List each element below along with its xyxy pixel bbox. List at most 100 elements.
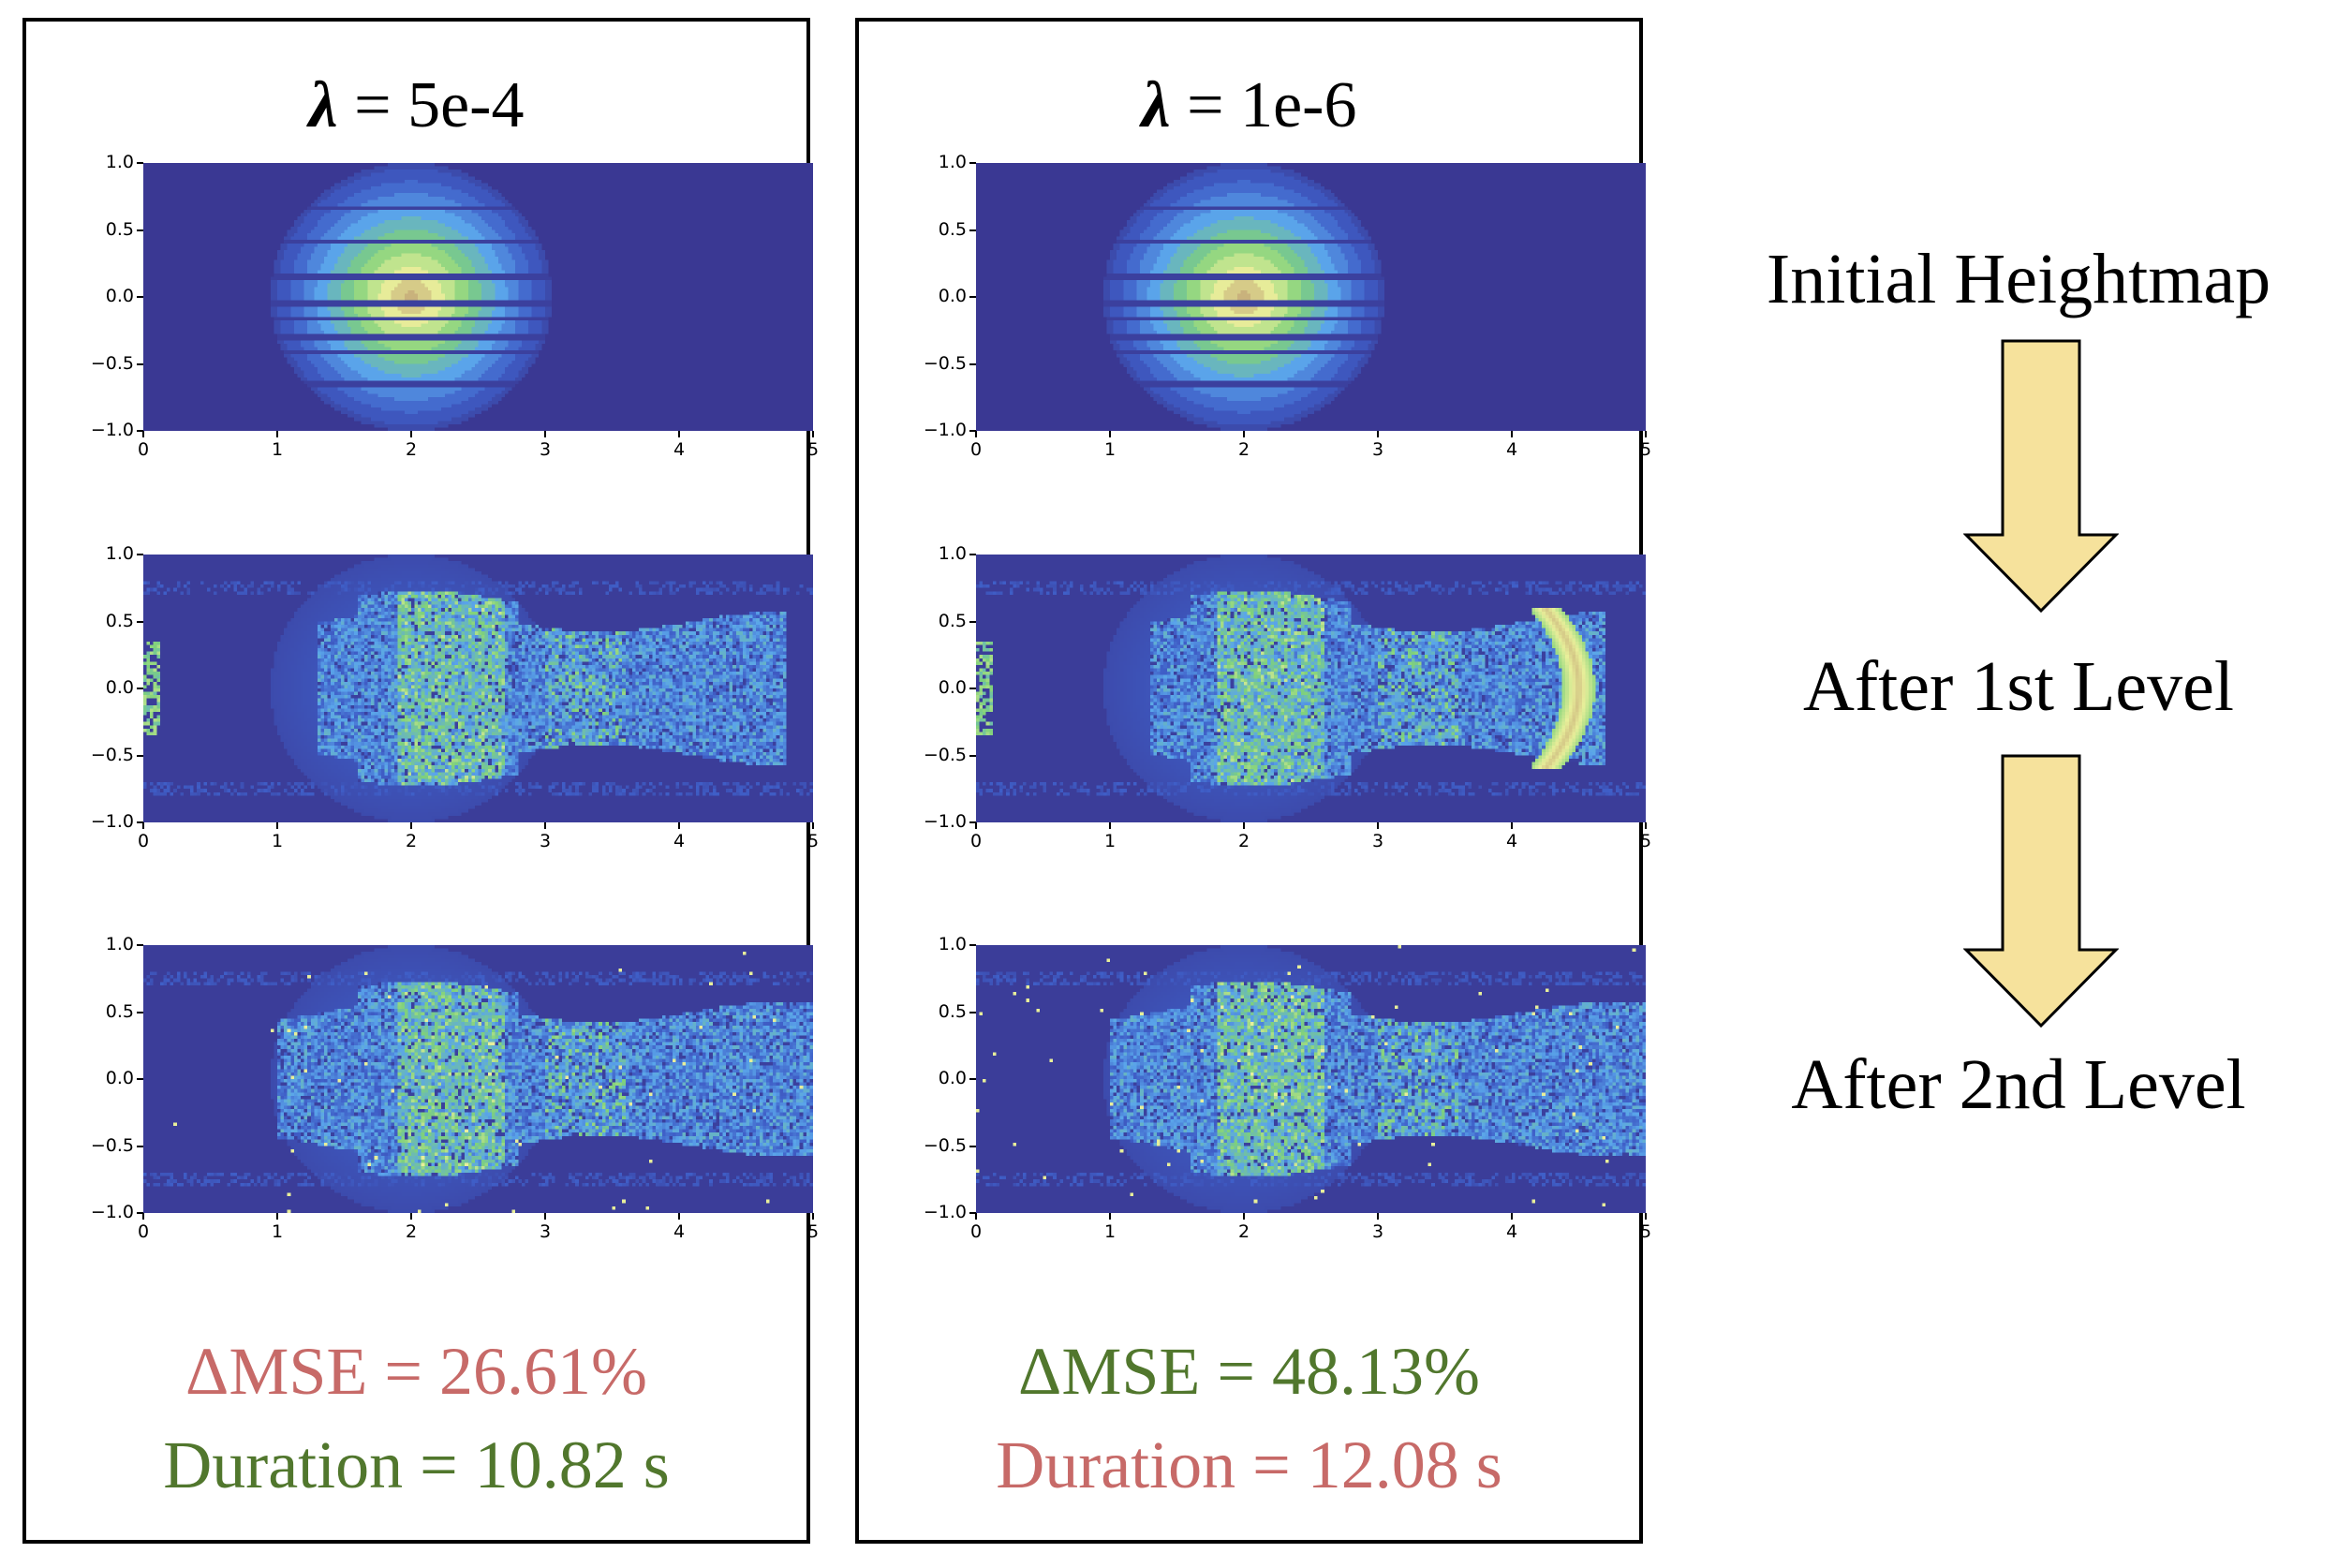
heatmap-canvas	[976, 945, 1646, 1213]
y-tick-mark	[137, 688, 143, 689]
lambda-value: = 5e-4	[354, 69, 525, 141]
x-tick-mark	[142, 1213, 144, 1220]
y-tick-label: −0.5	[90, 744, 134, 765]
y-tick-mark	[137, 1011, 143, 1013]
y-tick-label: 0.0	[938, 286, 967, 306]
x-tick-mark	[410, 822, 412, 829]
stage-label-second-level: After 2nd Level	[1791, 1045, 2246, 1124]
stage-label-first-level: After 1st Level	[1802, 647, 2235, 726]
y-tick-label: 0.5	[105, 610, 134, 631]
y-tick-mark	[969, 754, 976, 757]
y-tick-mark	[969, 554, 976, 555]
mse-label: ΔMSE = 26.61%	[185, 1334, 647, 1409]
x-tick-label: 4	[1506, 1221, 1518, 1242]
x-tick-mark	[1645, 822, 1647, 829]
y-tick-mark	[137, 1212, 143, 1214]
y-tick-label: −0.5	[923, 1134, 967, 1156]
x-tick-mark	[1109, 822, 1111, 829]
y-tick-mark	[137, 944, 143, 946]
y-tick-mark	[137, 821, 143, 823]
x-tick-label: 3	[1372, 831, 1384, 851]
x-tick-label: 1	[272, 439, 284, 460]
y-tick-label: 0.0	[105, 286, 134, 306]
y-tick-label: −1.0	[923, 811, 967, 832]
y-tick-label: 1.0	[938, 934, 967, 954]
x-tick-label: 5	[807, 831, 820, 851]
y-tick-label: −1.0	[90, 811, 134, 832]
x-tick-mark	[1243, 431, 1245, 437]
y-tick-label: −1.0	[90, 1202, 134, 1222]
heatmap-canvas	[143, 163, 813, 431]
x-tick-mark	[1511, 431, 1513, 437]
y-tick-label: −0.5	[923, 352, 967, 374]
x-tick-label: 3	[540, 439, 552, 460]
y-tick-label: 0.0	[938, 677, 967, 698]
x-tick-label: 4	[673, 439, 686, 460]
x-tick-label: 5	[1640, 1221, 1652, 1242]
stage-label-initial: Initial Heightmap	[1766, 240, 2271, 318]
y-tick-label: 0.5	[938, 610, 967, 631]
x-tick-mark	[1109, 431, 1111, 437]
y-tick-mark	[137, 229, 143, 231]
x-tick-label: 2	[406, 1221, 418, 1242]
y-tick-label: 1.0	[938, 152, 967, 172]
x-tick-mark	[975, 1213, 977, 1220]
x-tick-label: 4	[1506, 831, 1518, 851]
panel-title: λ = 5e-4	[26, 68, 806, 143]
y-tick-mark	[969, 362, 976, 365]
y-tick-mark	[969, 620, 976, 623]
x-tick-label: 4	[673, 831, 686, 851]
mse-label: ΔMSE = 48.13%	[1018, 1334, 1480, 1409]
x-tick-mark	[1243, 822, 1245, 829]
y-tick-label: 0.0	[938, 1068, 967, 1088]
x-tick-label: 5	[1640, 439, 1652, 460]
x-tick-label: 0	[970, 1221, 983, 1242]
y-tick-label: 0.5	[105, 1000, 134, 1022]
panel-title: λ = 1e-6	[859, 68, 1639, 143]
y-tick-mark	[969, 821, 976, 823]
lambda-symbol: λ	[308, 69, 338, 141]
x-tick-mark	[1645, 431, 1647, 437]
x-tick-label: 5	[807, 1221, 820, 1242]
x-tick-mark	[544, 431, 546, 437]
x-tick-mark	[975, 822, 977, 829]
duration-label: Duration = 10.82 s	[163, 1427, 670, 1502]
x-tick-mark	[142, 822, 144, 829]
x-tick-label: 2	[406, 439, 418, 460]
y-tick-mark	[137, 554, 143, 555]
x-tick-mark	[1377, 822, 1379, 829]
x-tick-mark	[678, 822, 680, 829]
y-tick-label: −0.5	[90, 1134, 134, 1156]
heatmap-canvas	[976, 163, 1646, 431]
x-tick-mark	[1243, 1213, 1245, 1220]
lambda-value: = 1e-6	[1187, 69, 1357, 141]
y-tick-label: −0.5	[923, 744, 967, 765]
heatmap-canvas	[143, 555, 813, 822]
y-tick-label: 0.0	[105, 1068, 134, 1088]
y-tick-mark	[969, 1212, 976, 1214]
y-tick-mark	[137, 362, 143, 365]
x-tick-label: 5	[807, 439, 820, 460]
x-tick-label: 1	[272, 831, 284, 851]
x-tick-label: 3	[540, 831, 552, 851]
y-tick-mark	[137, 620, 143, 623]
x-tick-label: 2	[1238, 1221, 1250, 1242]
y-tick-label: 1.0	[105, 152, 134, 172]
x-tick-mark	[678, 1213, 680, 1220]
heatmap-canvas	[143, 945, 813, 1213]
x-tick-mark	[410, 431, 412, 437]
y-tick-mark	[969, 688, 976, 689]
x-tick-label: 4	[1506, 439, 1518, 460]
x-tick-mark	[1109, 1213, 1111, 1220]
x-tick-mark	[142, 431, 144, 437]
y-tick-mark	[137, 430, 143, 432]
x-tick-label: 2	[406, 831, 418, 851]
y-tick-mark	[969, 944, 976, 946]
y-tick-mark	[137, 1078, 143, 1080]
y-tick-label: 1.0	[105, 543, 134, 564]
y-tick-mark	[969, 1011, 976, 1013]
y-tick-label: −1.0	[923, 420, 967, 440]
x-tick-mark	[812, 1213, 814, 1220]
x-tick-label: 1	[1104, 831, 1117, 851]
y-tick-label: 0.5	[938, 218, 967, 240]
